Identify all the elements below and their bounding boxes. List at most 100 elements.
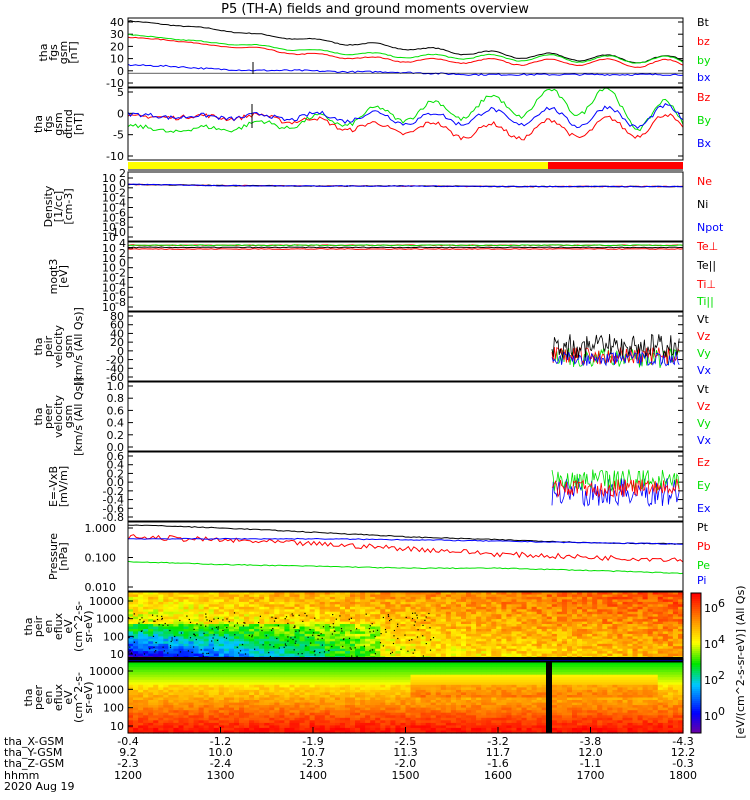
peir-spec-cell (541, 658, 548, 662)
peir-spec-cell (249, 611, 255, 615)
peir-spec-cell (456, 626, 462, 630)
peir-spec-cell (667, 648, 674, 652)
peir-spec-cell (536, 648, 543, 652)
peir-spec-cell (415, 641, 422, 645)
peer-spec-cell (309, 687, 316, 691)
peir-spec-cell (632, 599, 639, 603)
peer-spec-cell (234, 667, 240, 671)
peir-spec-cell (672, 604, 679, 608)
peer-spec-cell (183, 700, 190, 704)
peir-spec-cell (617, 658, 623, 662)
peer-spec-cell (299, 679, 306, 683)
peer-spec-cell (259, 697, 265, 701)
peer-spec-cell (380, 679, 386, 683)
peir-spec-cell (178, 658, 185, 662)
peir-spec-cell (345, 596, 351, 600)
peer-spec-cell (193, 725, 200, 729)
peir-spec-cell (491, 609, 497, 613)
peir-spec-cell (360, 638, 366, 642)
peer-spec-cell (319, 692, 326, 696)
peir-spec-cell (597, 599, 603, 603)
peer-spec-cell (259, 662, 265, 666)
peir-spec-cell (561, 606, 568, 610)
peer-spec-cell (284, 730, 290, 734)
peir-spec-cell (385, 606, 391, 610)
peir-spec-speck (387, 615, 390, 617)
peir-spec-cell (304, 621, 311, 625)
peir-spec-cell (602, 636, 608, 640)
peir-spec-cell (602, 616, 608, 620)
peir-spec-cell (193, 604, 200, 608)
peir-spec-cell (299, 596, 306, 600)
peir-spec-cell (375, 594, 381, 598)
peer-spec-cell (254, 717, 260, 721)
peir-spec-cell (592, 594, 598, 598)
peer-spec-cell (350, 664, 356, 668)
peir-spec-cell (526, 638, 533, 642)
peir-spec-speck (189, 621, 192, 623)
peir-spec-cell (415, 596, 422, 600)
peir-spec-cell (223, 629, 230, 633)
peer-spec-cell (239, 695, 245, 699)
peer-spec-cell (375, 697, 381, 701)
peer-spec-cell (178, 669, 185, 673)
peir-spec-cell (440, 636, 447, 640)
peir-spec-speck (205, 616, 207, 618)
peir-spec-cell (385, 601, 391, 605)
peer-spec-cell (128, 674, 134, 678)
peir-spec-cell (153, 606, 159, 610)
peer-spec-cell (228, 710, 235, 714)
peir-spec-cell (461, 621, 467, 625)
peir-spec-cell (556, 606, 563, 610)
peir-spec-cell (228, 633, 235, 637)
peir-spec-cell (662, 653, 669, 657)
peir-spec-speck (413, 624, 415, 626)
peir-spec-cell (259, 616, 265, 620)
peir-spec-cell (350, 629, 356, 633)
peir-spec-cell (395, 614, 401, 618)
peer-spec-cell (228, 725, 235, 729)
peir-spec-cell (491, 611, 497, 615)
peir-spec-cell (410, 611, 417, 615)
peer-spec-cell (223, 687, 230, 691)
peer-spec-cell (350, 667, 356, 671)
peir-spec-cell (450, 601, 457, 605)
peir-spec-cell (365, 611, 371, 615)
peir-spec-cell (380, 594, 386, 598)
peir-spec-cell (450, 594, 457, 598)
peir-spec-cell (234, 594, 240, 598)
peir-spec-cell (203, 648, 210, 652)
peir-spec-cell (511, 658, 518, 662)
peir-spec-cell (617, 611, 623, 615)
peir-spec-cell (420, 636, 427, 640)
peir-spec-cell (143, 601, 149, 605)
peir-spec-cell (662, 614, 669, 618)
peir-spec-cell (632, 596, 639, 600)
peer-spec-cell (188, 722, 195, 726)
peir-spec-cell (466, 609, 472, 613)
peer-spec-cell (274, 677, 280, 681)
peer-spec-cell (279, 672, 285, 676)
peer-spec-cell (289, 662, 296, 666)
peir-spec-cell (133, 616, 139, 620)
peir-spec-cell (466, 624, 472, 628)
peir-spec-cell (223, 621, 230, 625)
peer-spec-cell (128, 707, 134, 711)
peer-spec-cell (334, 700, 341, 704)
peir-spec-cell (531, 648, 538, 652)
peer-spec-cell (365, 725, 371, 729)
peir-spec-cell (466, 633, 472, 637)
peir-spec-cell (173, 631, 179, 635)
peer-spec-cell (324, 720, 331, 724)
peir-spec-cell (556, 592, 563, 596)
peer-spec-cell (168, 669, 174, 673)
peir-spec-cell (400, 606, 407, 610)
peer-spec-cell (133, 712, 139, 716)
peer-spec-cell (223, 712, 230, 716)
fgs-line-Bt (127, 20, 684, 64)
peer-spec-cell (203, 667, 210, 671)
peer-spec-cell (143, 664, 149, 668)
peir-spec-cell (617, 592, 623, 596)
peir-spec-cell (642, 651, 649, 655)
peer-spec-cell (294, 677, 301, 681)
